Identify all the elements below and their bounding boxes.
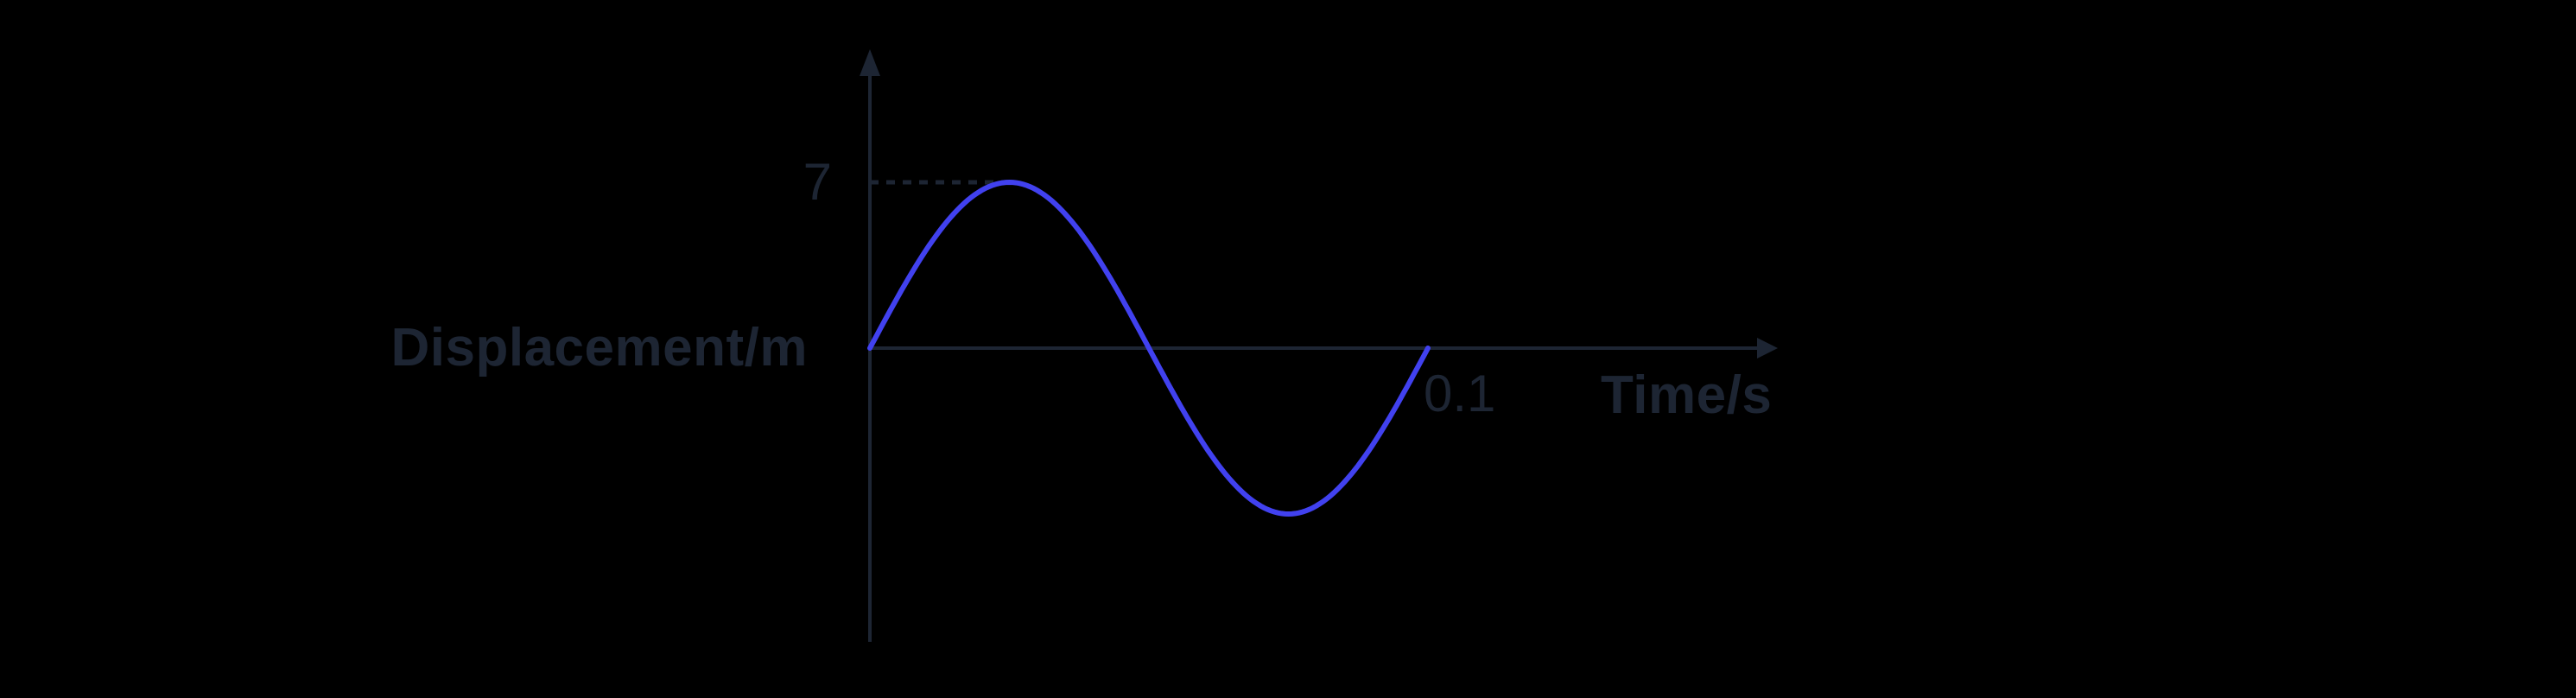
x-axis-arrowhead-icon [1757, 338, 1778, 359]
sine-curve [867, 179, 1431, 517]
y-tick-label-7: 7 [803, 153, 832, 211]
y-axis-arrowhead-icon [860, 49, 880, 76]
y-axis-label: Displacement/m [390, 318, 808, 378]
x-tick-label-0-1: 0.1 [1424, 365, 1496, 422]
x-axis-label: Time/s [1601, 365, 1773, 425]
